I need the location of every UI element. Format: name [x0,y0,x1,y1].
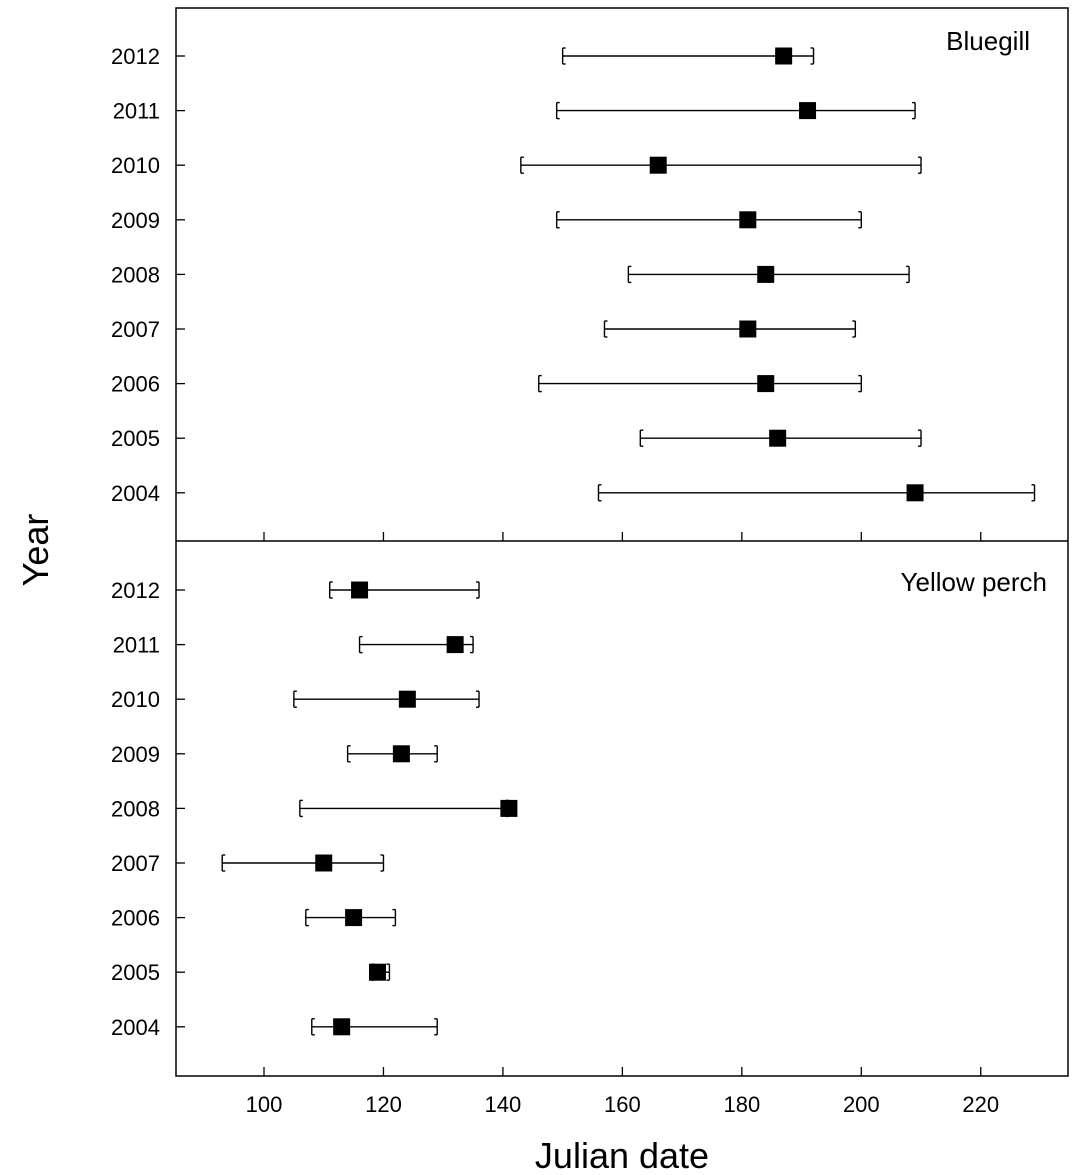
data-point-bluegill-2012 [775,47,793,65]
y-tick-label: 2005 [111,426,160,451]
panel-label: Yellow perch [901,567,1047,597]
data-point-yellow-perch-2008 [500,799,518,817]
x-tick-label: 220 [962,1092,999,1117]
y-tick-label: 2011 [113,633,160,658]
y-axis-title: Year [15,514,56,587]
data-point-bluegill-2008 [757,265,775,283]
y-tick-label: 2008 [111,262,160,287]
data-point-yellow-perch-2011 [446,636,464,654]
y-tick-label: 2007 [111,851,160,876]
y-tick-label: 2009 [111,742,160,767]
y-tick-label: 2011 [113,99,160,124]
data-point-yellow-perch-2012 [351,581,369,599]
data-point-bluegill-2009 [739,211,757,229]
y-tick-label: 2006 [111,372,160,397]
data-point-bluegill-2004 [906,484,924,502]
y-tick-label: 2005 [111,960,160,985]
y-tick-label: 2004 [111,481,160,506]
y-tick-label: 2008 [111,796,160,821]
data-point-bluegill-2006 [757,375,775,393]
data-point-yellow-perch-2006 [345,909,363,927]
y-tick-label: 2006 [111,906,160,931]
data-point-bluegill-2007 [739,320,757,338]
data-point-yellow-perch-2009 [392,745,410,763]
x-tick-label: 140 [485,1092,522,1117]
data-point-yellow-perch-2007 [315,854,333,872]
x-axis-title: Julian date [535,1135,709,1175]
y-tick-label: 2004 [111,1015,160,1040]
y-tick-label: 2012 [111,578,160,603]
y-tick-label: 2009 [111,208,160,233]
data-point-bluegill-2011 [799,102,817,120]
y-tick-label: 2012 [111,44,160,69]
panel-label: Bluegill [946,26,1030,56]
x-tick-label: 100 [246,1092,283,1117]
x-tick-label: 120 [365,1092,402,1117]
y-tick-label: 2010 [111,153,160,178]
data-point-bluegill-2005 [769,429,787,447]
data-point-yellow-perch-2005 [368,963,386,981]
y-tick-label: 2010 [111,687,160,712]
data-point-bluegill-2010 [649,156,667,174]
x-tick-label: 180 [723,1092,760,1117]
x-tick-label: 160 [604,1092,641,1117]
y-tick-label: 2007 [111,317,160,342]
x-tick-label: 200 [843,1092,880,1117]
data-point-yellow-perch-2010 [398,690,416,708]
plot-frame [175,7,1069,1077]
data-point-yellow-perch-2004 [333,1018,351,1036]
